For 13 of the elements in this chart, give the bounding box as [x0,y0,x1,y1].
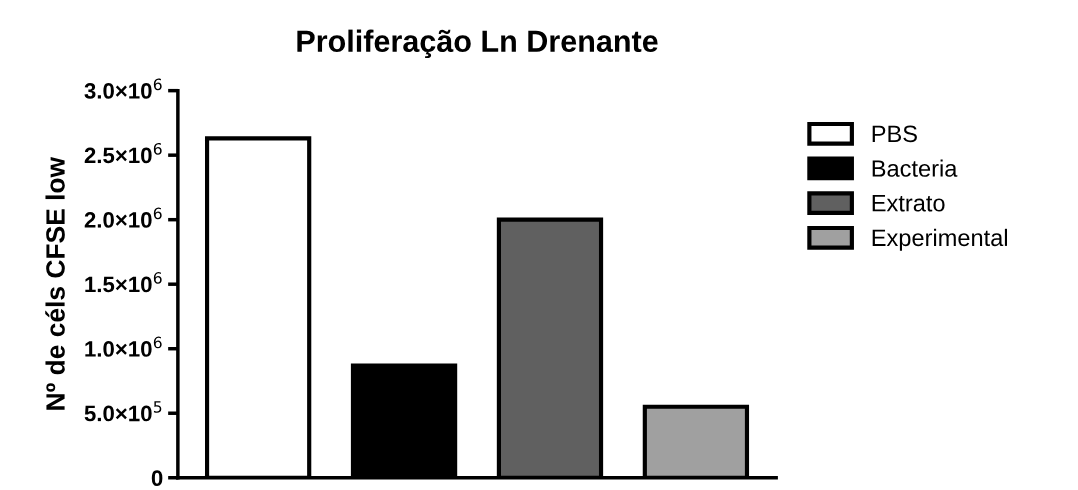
y-tick-label: 1.0×10$^{6}$ [85,336,162,357]
y-tick-label: 0 [151,470,163,487]
legend-label: PBS [872,125,917,143]
legend-label: Extrato [872,195,945,212]
y-tick-label: 3.0×10$^{6}$ [84,78,162,99]
y-tick-label: 1.5×10$^{6}$ [85,272,162,293]
chart-title: Proliferação Ln Drenante [297,29,658,59]
y-tick-label: 2.5×10$^{6}$ [84,143,162,164]
legend-label: Experimental [872,228,1007,251]
y-tick-label: 2.0×10$^{6}$ [84,207,162,228]
y-axis-title: Nº de céls CFSE low [45,156,65,410]
y-tick-label: 5.0×10$^{5}$ [84,401,162,422]
legend-label: Bacteria [872,159,958,177]
